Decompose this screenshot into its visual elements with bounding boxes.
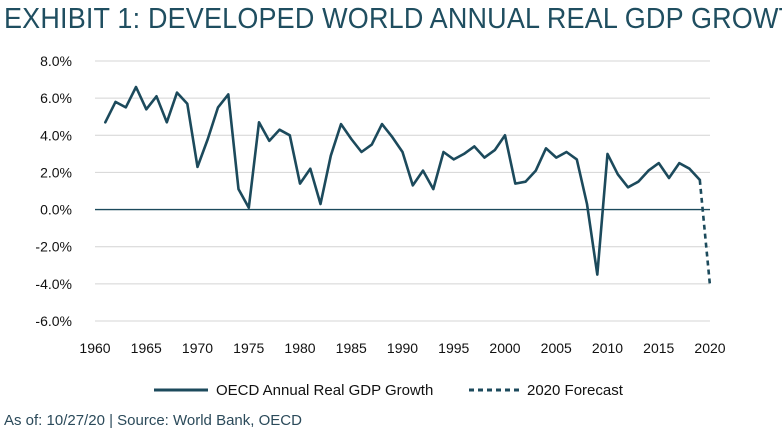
- series-lines: [104, 85, 712, 286]
- x-tick-label: 1985: [336, 340, 367, 356]
- source-footnote: As of: 10/27/20 | Source: World Bank, OE…: [4, 412, 302, 429]
- x-tick-label: 2020: [694, 340, 725, 356]
- legend-label-dashed: 2020 Forecast: [527, 382, 624, 399]
- y-tick-label: -6.0%: [35, 313, 72, 329]
- y-tick-label: 6.0%: [40, 90, 72, 106]
- x-tick-label: 2000: [489, 340, 520, 356]
- x-tick-label: 1980: [284, 340, 315, 356]
- y-tick-label: 8.0%: [40, 53, 72, 69]
- legend-label-solid: OECD Annual Real GDP Growth: [216, 382, 433, 399]
- x-tick-label: 1990: [387, 340, 418, 356]
- x-tick-label: 1970: [182, 340, 213, 356]
- x-tick-label: 2005: [541, 340, 572, 356]
- y-tick-label: 0.0%: [40, 202, 72, 218]
- gdp-growth-line: [104, 85, 702, 276]
- x-tick-label: 1995: [438, 340, 469, 356]
- x-tick-label: 1975: [233, 340, 264, 356]
- legend: OECD Annual Real GDP Growth 2020 Forecas…: [154, 382, 624, 399]
- x-tick-label: 1960: [79, 340, 110, 356]
- forecast-dashed-line: [698, 179, 712, 286]
- x-tick-label: 2015: [643, 340, 674, 356]
- y-axis-tick-labels: -6.0% -4.0% -2.0% 0.0% 2.0% 4.0% 6.0% 8.0%: [35, 53, 72, 329]
- x-tick-label: 1965: [131, 340, 162, 356]
- x-tick-label: 2010: [592, 340, 623, 356]
- y-tick-label: -2.0%: [35, 239, 72, 255]
- x-axis-tick-labels: 1960 1965 1970 1975 1980 1985 1990 1995 2000 2005…: [79, 340, 725, 356]
- y-tick-label: 2.0%: [40, 164, 72, 180]
- y-tick-label: -4.0%: [35, 276, 72, 292]
- y-tick-label: 4.0%: [40, 127, 72, 143]
- gridlines: [95, 60, 710, 322]
- chart-title: EXHIBIT 1: DEVELOPED WORLD ANNUAL REAL G…: [4, 3, 782, 35]
